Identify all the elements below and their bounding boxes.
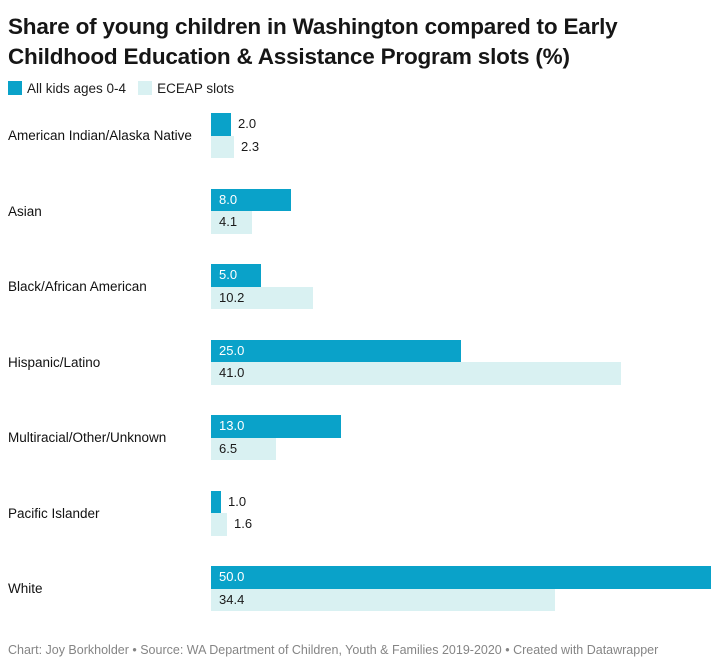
bar-group: 50.0 34.4 [211,566,717,611]
bar-group: 25.0 41.0 [211,339,717,385]
bar-eceap-slots [211,437,276,460]
value-label: 2.0 [238,116,257,131]
bar-eceap-slots [211,588,555,611]
legend-label-all-kids: All kids ages 0-4 [27,80,127,96]
bar-track: 41.0 [211,362,717,385]
bar-track: 6.5 [211,437,717,460]
value-label: 25.0 [219,342,245,358]
legend-swatch-eceap-slots-icon [138,81,153,95]
value-label: 13.0 [219,418,245,433]
bar-row: White 50.0 34.4 [8,566,717,611]
value-label: 4.1 [219,214,238,229]
value-label: 50.0 [219,569,245,584]
category-label: American Indian/Alaska Native [8,128,192,143]
value-label: 41.0 [219,365,245,380]
bar-row: Asian 8.0 4.1 [8,188,717,234]
bar-all-kids [211,113,231,136]
legend: All kids ages 0-4 ECEAP slots [8,80,709,96]
bar-group: 1.0 1.6 [211,490,717,536]
value-label: 1.6 [234,516,253,531]
legend-swatch-all-kids-icon [8,81,22,95]
bar-track: 2.3 [211,135,717,158]
bar-row: American Indian/Alaska Native 2.0 2.3 [8,113,717,158]
bar-all-kids [211,415,341,438]
bar-track: 25.0 [211,339,717,362]
value-label: 2.3 [241,138,260,154]
value-label: 10.2 [219,289,245,305]
value-label: 8.0 [219,191,238,207]
bar-group: 2.0 2.3 [211,113,717,158]
value-label: 6.5 [219,440,238,456]
plot-area: American Indian/Alaska Native 2.0 2.3 Asian… [8,113,717,611]
bar-eceap-slots [211,362,621,385]
bar-all-kids [211,490,221,513]
bar-eceap-slots [211,135,234,158]
category-label: Asian [8,203,42,219]
chart-container: Share of young children in Washington co… [0,12,717,657]
bar-track: 8.0 [211,188,717,211]
bar-track: 34.4 [211,588,717,611]
bar-group: 5.0 10.2 [211,264,717,309]
bar-track: 1.6 [211,513,717,536]
value-label: 34.4 [219,591,245,607]
bar-track: 50.0 [211,566,717,589]
bar-all-kids [211,188,291,211]
category-label: Black/African American [8,279,147,294]
bar-row: Multiracial/Other/Unknown 13.0 6.5 [8,415,717,460]
bar-group: 13.0 6.5 [211,415,717,460]
bar-track: 4.1 [211,211,717,234]
bar-track: 10.2 [211,286,717,309]
bar-track: 13.0 [211,415,717,438]
category-label: White [8,581,43,596]
category-label: Hispanic/Latino [8,354,101,370]
legend-label-eceap-slots: ECEAP slots [157,80,235,96]
bar-track: 2.0 [211,113,717,136]
bar-eceap-slots [211,286,313,309]
bar-eceap-slots [211,211,252,234]
bar-row: Black/African American 5.0 10.2 [8,264,717,309]
category-label: Multiracial/Other/Unknown [8,430,167,445]
bar-track: 5.0 [211,264,717,287]
bar-row: Hispanic/Latino 25.0 41.0 [8,339,717,385]
category-label: Pacific Islander [8,505,100,521]
chart-title: Share of young children in Washington co… [8,14,618,69]
footer-credits: Chart: Joy Borkholder • Source: WA Depar… [8,643,659,657]
bar-group: 8.0 4.1 [211,188,717,234]
legend-item-eceap-slots: ECEAP slots [138,81,234,96]
bar-track: 1.0 [211,490,717,513]
value-label: 5.0 [219,267,238,282]
bar-eceap-slots [211,513,227,536]
bar-all-kids [211,264,261,287]
value-label: 1.0 [228,493,247,509]
legend-item-all-kids: All kids ages 0-4 [8,81,126,96]
bar-row: Pacific Islander 1.0 1.6 [8,490,717,536]
bar-all-kids [211,339,461,362]
bar-all-kids [211,566,711,589]
